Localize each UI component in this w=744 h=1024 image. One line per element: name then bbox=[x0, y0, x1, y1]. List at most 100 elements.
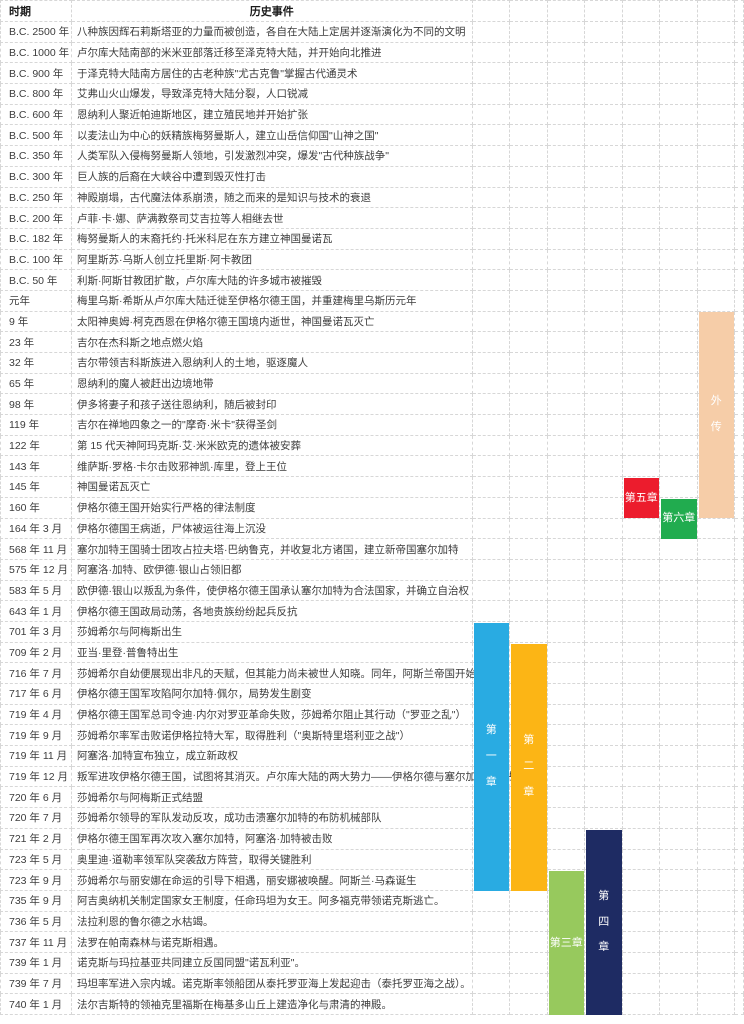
grid-cell bbox=[585, 704, 623, 726]
grid-cell bbox=[660, 787, 698, 809]
grid-cell bbox=[697, 104, 735, 126]
grid-cell bbox=[660, 870, 698, 891]
period-cell: 723 年 9 月 bbox=[0, 870, 72, 891]
grid-cell bbox=[585, 952, 623, 974]
grid-cell bbox=[697, 932, 735, 953]
grid-cell bbox=[735, 621, 744, 643]
period-cell: 735 年 9 月 bbox=[0, 890, 72, 912]
grid-cell bbox=[622, 477, 660, 498]
grid-cell bbox=[660, 456, 698, 478]
grid-cell bbox=[472, 187, 510, 209]
grid-cell bbox=[472, 353, 510, 374]
grid-cell bbox=[472, 42, 510, 64]
period-cell: 740 年 1 月 bbox=[0, 994, 72, 1015]
grid-cell bbox=[622, 84, 660, 105]
grid-cell bbox=[660, 104, 698, 126]
grid-cell bbox=[660, 642, 698, 664]
event-cell: 阿塞洛·加特宣布独立，成立新政权 bbox=[72, 746, 473, 767]
grid-cell bbox=[472, 849, 510, 871]
grid-cell bbox=[510, 704, 548, 726]
grid-cell bbox=[547, 766, 585, 788]
grid-cell bbox=[660, 187, 698, 209]
grid-cell bbox=[660, 663, 698, 684]
grid-cell bbox=[735, 994, 744, 1015]
grid-cell bbox=[585, 477, 623, 498]
grid-cell bbox=[660, 828, 698, 850]
grid-cell bbox=[735, 22, 744, 43]
grid-cell bbox=[697, 559, 735, 581]
period-cell: 737 年 11 月 bbox=[0, 932, 72, 953]
grid-cell bbox=[697, 146, 735, 167]
event-cell: 八种族因辉石莉斯塔亚的力量而被创造，各自在大陆上定居并逐渐演化为不同的文明 bbox=[72, 22, 473, 43]
grid-cell bbox=[510, 497, 548, 519]
grid-cell bbox=[622, 642, 660, 664]
grid-cell bbox=[547, 187, 585, 209]
grid-cell bbox=[472, 456, 510, 478]
event-cell: 神殿崩塌，古代魔法体系崩溃，随之而来的是知识与技术的衰退 bbox=[72, 187, 473, 209]
grid-cell bbox=[547, 932, 585, 953]
grid-cell bbox=[547, 725, 585, 747]
grid-cell bbox=[547, 63, 585, 85]
grid-cell bbox=[472, 890, 510, 912]
grid-cell bbox=[622, 746, 660, 767]
grid-cell bbox=[472, 952, 510, 974]
event-cell: 奥里迪·道勒率领军队突袭敌方阵营，取得关键胜利 bbox=[72, 849, 473, 871]
grid-cell bbox=[585, 394, 623, 416]
grid-cell bbox=[585, 353, 623, 374]
grid-cell bbox=[735, 125, 744, 147]
grid-cell bbox=[622, 373, 660, 395]
grid-cell bbox=[585, 228, 623, 250]
period-cell: B.C. 250 年 bbox=[0, 187, 72, 209]
grid-cell bbox=[510, 187, 548, 209]
grid-cell bbox=[622, 187, 660, 209]
period-cell: 719 年 9 月 bbox=[0, 725, 72, 747]
grid-cell bbox=[547, 228, 585, 250]
grid-cell bbox=[510, 332, 548, 353]
grid-cell bbox=[735, 746, 744, 767]
grid-cell bbox=[697, 787, 735, 809]
grid-cell bbox=[735, 187, 744, 209]
grid-cell bbox=[697, 332, 735, 353]
grid-cell bbox=[510, 84, 548, 105]
period-cell: 122 年 bbox=[0, 435, 72, 457]
grid-cell bbox=[472, 373, 510, 395]
grid-cell bbox=[547, 353, 585, 374]
grid-cell bbox=[622, 766, 660, 788]
grid-cell bbox=[547, 580, 585, 602]
grid-cell bbox=[660, 373, 698, 395]
grid-cell bbox=[735, 704, 744, 726]
period-cell: B.C. 800 年 bbox=[0, 84, 72, 105]
grid-cell bbox=[510, 559, 548, 581]
grid-cell bbox=[547, 890, 585, 912]
grid-cell bbox=[660, 890, 698, 912]
grid-cell bbox=[547, 249, 585, 271]
header-empty-cell bbox=[547, 0, 585, 22]
grid-cell bbox=[585, 766, 623, 788]
grid-cell bbox=[735, 911, 744, 933]
grid-cell bbox=[622, 435, 660, 457]
event-cell: 维萨斯·罗格·卡尔击败邪神凯·库里，登上王位 bbox=[72, 456, 473, 478]
grid-cell bbox=[510, 518, 548, 540]
grid-cell bbox=[585, 828, 623, 850]
grid-cell bbox=[585, 63, 623, 85]
grid-cell bbox=[697, 849, 735, 871]
grid-cell bbox=[585, 415, 623, 436]
period-cell: 568 年 11 月 bbox=[0, 539, 72, 560]
event-cell: 伊格尔德王国军攻陷阿尔加特·佩尔，局势发生剧变 bbox=[72, 684, 473, 705]
header-empty-cell bbox=[472, 0, 510, 22]
grid-cell bbox=[735, 642, 744, 664]
grid-cell bbox=[735, 332, 744, 353]
grid-cell bbox=[660, 84, 698, 105]
grid-cell bbox=[735, 311, 744, 333]
grid-cell bbox=[735, 42, 744, 64]
grid-cell bbox=[735, 932, 744, 953]
grid-cell bbox=[472, 63, 510, 85]
grid-cell bbox=[585, 684, 623, 705]
event-cell: 阿吉奥纳机关制定国家女王制度，任命玛坦为女王。阿多福克带领诺克斯逃亡。 bbox=[72, 890, 473, 912]
grid-cell bbox=[660, 63, 698, 85]
grid-cell bbox=[622, 22, 660, 43]
grid-cell bbox=[547, 973, 585, 995]
grid-cell bbox=[547, 828, 585, 850]
event-cell: 亚当·里登·普鲁特出生 bbox=[72, 642, 473, 664]
